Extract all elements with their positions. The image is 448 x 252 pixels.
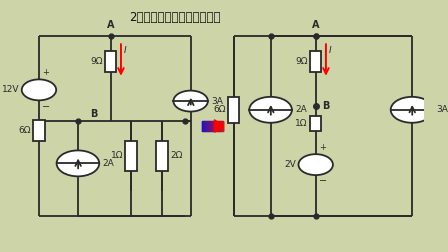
Text: 2V: 2V [284, 160, 297, 169]
Text: −: − [319, 176, 327, 186]
Text: 1Ω: 1Ω [111, 151, 123, 161]
Text: 3A: 3A [211, 97, 223, 106]
Circle shape [249, 97, 292, 123]
Text: I: I [124, 46, 127, 55]
Bar [105, 51, 116, 72]
Circle shape [298, 154, 333, 175]
Circle shape [22, 79, 56, 100]
Text: +: + [319, 143, 326, 152]
Text: 3A: 3A [437, 105, 448, 114]
Text: 6Ω: 6Ω [18, 126, 31, 135]
Bar [156, 141, 168, 171]
Text: A: A [312, 20, 319, 30]
Text: 12V: 12V [2, 85, 20, 94]
Text: 9Ω: 9Ω [90, 57, 103, 66]
Bar [310, 116, 321, 131]
Text: 9Ω: 9Ω [295, 57, 307, 66]
Text: 6Ω: 6Ω [213, 105, 225, 114]
Bar [125, 141, 137, 171]
Bar [33, 120, 45, 141]
Text: −: − [42, 102, 50, 112]
Text: 2A: 2A [295, 105, 307, 114]
Circle shape [391, 97, 433, 123]
Polygon shape [215, 120, 224, 132]
Text: 2Ω: 2Ω [170, 151, 182, 161]
Text: B: B [322, 101, 329, 111]
Circle shape [173, 91, 208, 112]
Text: 2A: 2A [103, 159, 114, 168]
Text: 2、实际电源模型的等效变换: 2、实际电源模型的等效变换 [129, 11, 221, 24]
Bar [310, 51, 321, 72]
Text: A: A [107, 20, 114, 30]
Circle shape [56, 150, 99, 176]
Text: I: I [329, 46, 332, 55]
Bar [228, 97, 239, 123]
Text: 1Ω: 1Ω [295, 119, 307, 128]
Text: B: B [90, 109, 98, 118]
Text: +: + [42, 68, 49, 77]
